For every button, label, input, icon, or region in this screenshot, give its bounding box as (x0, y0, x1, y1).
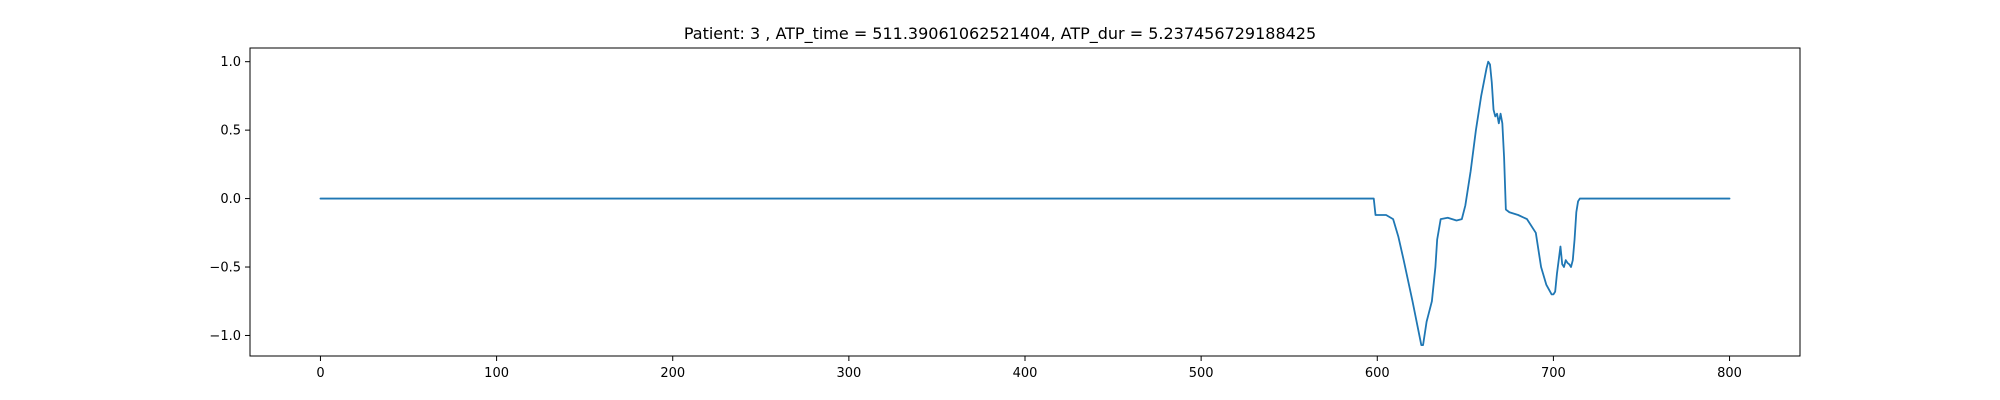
series-layer (319, 60, 1731, 346)
y-tick-label: 1.0 (220, 55, 241, 70)
y-axis: 1.0 0.5 0.0 −0.5 −1.0 (209, 55, 250, 344)
axes-frame (249, 47, 1801, 357)
x-tick-label: 500 (1189, 366, 1214, 381)
x-tick-label: 600 (1365, 366, 1390, 381)
y-tick-label: −0.5 (209, 261, 241, 276)
x-tick-label: 400 (1013, 366, 1038, 381)
x-tick-label: 800 (1717, 366, 1742, 381)
y-tick-label: 0.5 (220, 124, 241, 139)
x-tick-label: 100 (484, 366, 509, 381)
chart-title: Patient: 3 , ATP_time = 511.390610625214… (684, 24, 1316, 44)
y-tick-label: −1.0 (209, 329, 241, 344)
x-tick-label: 200 (660, 366, 685, 381)
x-tick-label: 300 (836, 366, 861, 381)
x-tick-label: 0 (316, 366, 324, 381)
x-axis: 0 100 200 300 400 500 600 700 800 (316, 356, 1742, 381)
y-tick-label: 0.0 (220, 192, 241, 207)
series-line (319, 60, 1731, 346)
x-tick-label: 700 (1541, 366, 1566, 381)
